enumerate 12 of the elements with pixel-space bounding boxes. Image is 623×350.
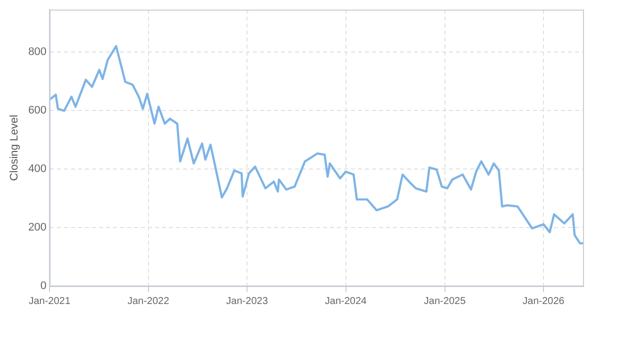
x-tick-label: Jan-2025 [424, 296, 466, 307]
x-tick-label: Jan-2023 [226, 296, 268, 307]
x-tick-label: Jan-2026 [522, 296, 565, 307]
y-tick-label: 800 [28, 46, 47, 58]
y-axis-title: Closing Level [8, 114, 21, 181]
y-tick-label: 0 [40, 280, 47, 292]
x-tick-label: Jan-2022 [127, 296, 170, 307]
y-tick-label: 400 [28, 163, 47, 176]
y-tick-label: 600 [28, 104, 47, 117]
y-tick-label: 200 [28, 222, 47, 234]
x-tick-label: Jan-2024 [324, 296, 368, 307]
x-tick-label: Jan-2021 [28, 296, 71, 307]
